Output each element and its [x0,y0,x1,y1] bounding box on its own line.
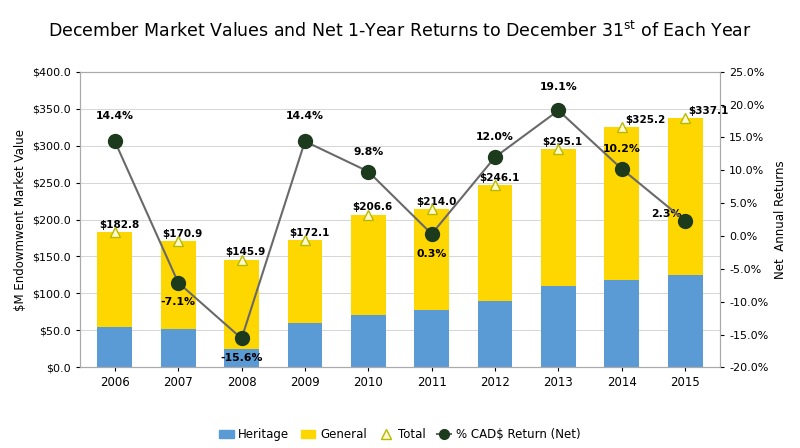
Text: 12.0%: 12.0% [476,133,514,142]
Bar [98,327,132,367]
Total [174,238,183,244]
Bar [478,301,513,367]
Text: $325.2: $325.2 [625,115,666,125]
Text: $337.1: $337.1 [688,106,729,116]
Total [427,207,437,212]
Text: $145.9: $145.9 [226,247,266,257]
Total [237,257,246,262]
Legend: Heritage, General, Total, % CAD$ Return (Net): Heritage, General, Total, % CAD$ Return … [214,423,586,446]
Bar [668,118,702,275]
Text: $172.1: $172.1 [289,228,330,238]
Bar [287,240,322,323]
Text: $170.9: $170.9 [162,229,202,239]
Bar [98,232,132,327]
Bar [478,185,513,301]
Bar [161,241,196,329]
Total [363,212,373,217]
Bar [541,149,576,286]
Bar [604,280,639,367]
Bar [414,209,449,310]
Text: -7.1%: -7.1% [161,297,196,307]
Text: 14.4%: 14.4% [96,112,134,121]
Text: 2.3%: 2.3% [651,209,682,219]
Bar [541,286,576,367]
Bar [224,349,259,367]
Text: 19.1%: 19.1% [539,82,578,92]
Text: $206.6: $206.6 [353,202,393,212]
Total [617,124,626,129]
Bar [604,127,639,280]
Total [300,237,310,243]
Text: $246.1: $246.1 [479,173,519,183]
Text: 14.4%: 14.4% [286,112,324,121]
Total [554,146,563,152]
Text: $214.0: $214.0 [416,197,456,207]
Line: Total: Total [110,113,690,264]
Text: $295.1: $295.1 [542,137,582,147]
Bar [414,310,449,367]
Bar [668,275,702,367]
Text: 10.2%: 10.2% [603,144,641,154]
Text: 0.3%: 0.3% [417,249,447,258]
Y-axis label: Net  Annual Returns: Net Annual Returns [774,160,787,279]
Total [490,183,500,188]
Text: December Market Values and Net 1-Year Returns to December 31$^{\sf st}$ of Each : December Market Values and Net 1-Year Re… [48,22,752,41]
Text: -15.6%: -15.6% [220,353,263,363]
Text: 9.8%: 9.8% [353,147,383,157]
Bar [287,323,322,367]
Text: $182.8: $182.8 [99,220,139,230]
Bar [351,315,386,367]
Bar [224,259,259,349]
Total [680,116,690,121]
Bar [161,329,196,367]
Y-axis label: $M Endowmwent Market Value: $M Endowmwent Market Value [14,129,26,310]
Bar [351,215,386,315]
Total [110,229,120,235]
